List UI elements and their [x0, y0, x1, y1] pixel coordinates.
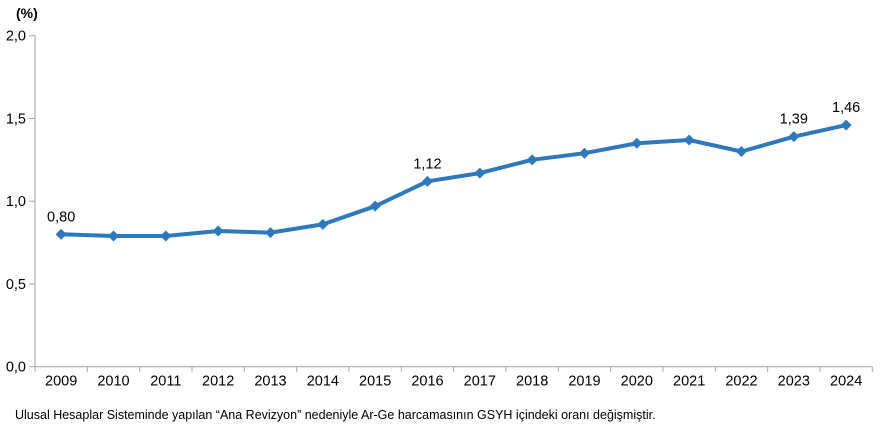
y-tick-label: 0,5: [6, 277, 26, 293]
x-axis-year-label: 2012: [202, 374, 234, 390]
data-point-marker: [526, 154, 538, 166]
y-axis-unit-label: (%): [16, 5, 38, 21]
data-point-marker: [107, 230, 119, 242]
data-point-marker: [369, 200, 381, 212]
y-tick-label: 2,0: [6, 29, 26, 45]
data-point-marker: [735, 146, 747, 158]
x-axis-year-label: 2010: [97, 374, 129, 390]
data-point-marker: [421, 175, 433, 187]
data-point-marker: [160, 230, 172, 242]
x-axis-year-label: 2018: [516, 374, 548, 390]
x-axis-year-label: 2014: [307, 374, 339, 390]
data-point-marker: [788, 131, 800, 143]
y-tick-label: 0,0: [6, 360, 26, 376]
data-point-marker: [683, 134, 695, 146]
x-axis-year-label: 2022: [725, 374, 757, 390]
data-point-marker: [55, 228, 67, 240]
x-axis-year-label: 2015: [359, 374, 391, 390]
x-axis-year-label: 2021: [673, 374, 705, 390]
x-axis-year-label: 2013: [254, 374, 286, 390]
data-point-marker: [631, 137, 643, 149]
x-axis-year-label: 2019: [568, 374, 600, 390]
x-axis-year-label: 2011: [150, 374, 181, 390]
x-axis-year-label: 2016: [411, 374, 443, 390]
y-tick-label: 1,5: [6, 111, 26, 127]
data-point-marker: [840, 119, 852, 131]
x-axis-year-label: 2020: [621, 374, 653, 390]
x-axis-year-label: 2009: [45, 374, 77, 390]
x-axis-year-label: 2024: [830, 374, 862, 390]
data-point-label: 1,12: [413, 156, 441, 172]
data-point-marker: [578, 147, 590, 159]
data-point-label: 1,39: [780, 112, 808, 128]
footnote: Ulusal Hesaplar Sisteminde yapılan “Ana …: [15, 408, 656, 422]
data-point-marker: [317, 218, 329, 230]
data-point-marker: [212, 225, 224, 237]
data-series-line: [59, 123, 849, 238]
data-point-marker: [264, 227, 276, 239]
data-point-label: 1,46: [832, 100, 860, 116]
y-tick-label: 1,0: [6, 194, 26, 210]
line-chart: 0,0 0,5 1,0 1,5 2,0 2009 2010 2011 2012 2013 2014 2…: [6, 29, 873, 390]
data-point-label: 0,80: [47, 209, 75, 225]
data-point-marker: [474, 167, 486, 179]
x-axis-year-label: 2017: [464, 374, 496, 390]
x-axis-year-label: 2023: [778, 374, 810, 390]
